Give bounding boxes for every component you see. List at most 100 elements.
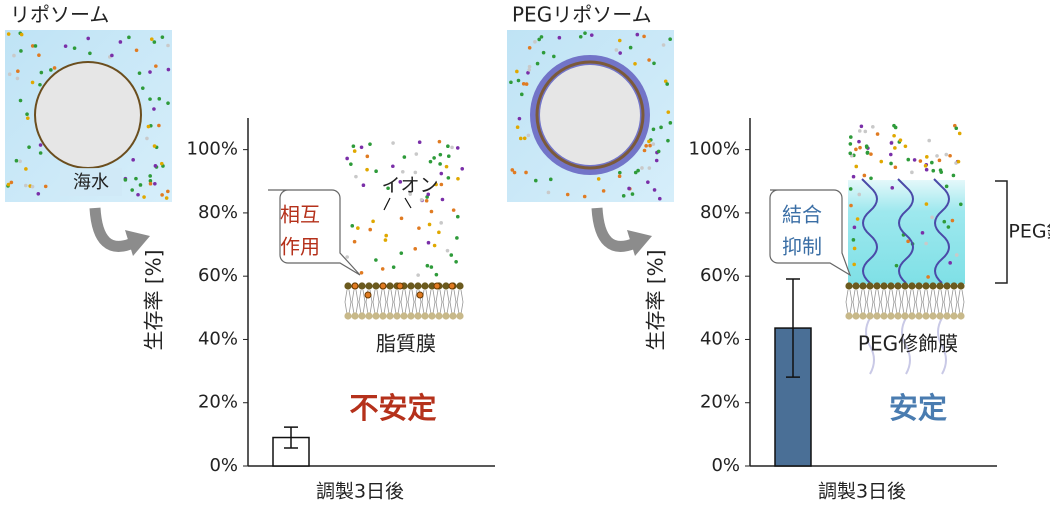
lipid-tail [845, 289, 853, 315]
lipid-head [880, 312, 888, 320]
lipid-tail [887, 289, 895, 315]
particle [954, 126, 959, 131]
particle [413, 170, 418, 175]
particle [440, 197, 445, 202]
particle [399, 251, 404, 255]
particle [509, 80, 513, 85]
particle [957, 131, 962, 136]
particle [893, 125, 898, 130]
particle [654, 158, 659, 163]
particle [617, 38, 622, 43]
particle [527, 67, 532, 72]
label-bg [60, 168, 122, 196]
bound-ion [416, 291, 424, 299]
callout-bubble [268, 189, 361, 276]
lipid-tail [435, 289, 443, 315]
verdict: 不安定 [349, 391, 436, 425]
particle [142, 195, 146, 199]
lipid-tail [866, 289, 874, 315]
lipid-tail [393, 289, 401, 315]
particle [417, 226, 421, 230]
particle [852, 246, 857, 251]
particle [145, 136, 149, 141]
particle [352, 239, 357, 244]
lipid-head [915, 282, 923, 290]
particle [956, 159, 961, 164]
particle [148, 179, 153, 183]
particle [920, 231, 925, 235]
particle [953, 123, 957, 128]
callout-bubble [769, 189, 852, 277]
verdict: 安定 [889, 391, 947, 425]
callout-text: 結合 [782, 203, 822, 227]
particle [578, 34, 583, 39]
particle [656, 149, 661, 154]
particle [131, 158, 135, 162]
callout-text: 抑制 [782, 235, 822, 259]
lipid-tail [929, 289, 937, 315]
particle [522, 136, 527, 141]
particle [345, 255, 349, 259]
particle [110, 53, 114, 58]
particle [134, 176, 138, 181]
lipid-head [442, 312, 450, 320]
particle [852, 262, 856, 267]
particle [640, 166, 644, 170]
particle [391, 265, 396, 269]
callout-text: 作用 [280, 235, 320, 259]
particle [879, 159, 884, 164]
particle [152, 107, 156, 111]
x-axis-label: 調製3日後 [818, 481, 906, 503]
lipid-head [442, 282, 450, 290]
bound-ion [433, 282, 441, 290]
particle [854, 164, 859, 169]
particle [24, 167, 28, 171]
particle [36, 192, 41, 196]
particle [384, 233, 389, 238]
particle [642, 34, 646, 39]
particle [889, 141, 894, 145]
particle [635, 32, 640, 37]
lipid-head [936, 312, 944, 320]
particle [898, 138, 903, 142]
lipid-tail [852, 289, 860, 315]
bar [774, 327, 812, 467]
lipid-head [372, 312, 380, 320]
lipid-tail [372, 289, 380, 315]
particle [636, 168, 640, 173]
lipid-head [386, 282, 394, 290]
particle [630, 192, 635, 196]
particle [892, 133, 896, 138]
particle [657, 196, 662, 201]
lipid-tail [950, 289, 958, 315]
particle [39, 70, 44, 75]
particle [924, 241, 928, 246]
particle [455, 146, 460, 150]
particle [429, 265, 434, 269]
lipid-head [365, 312, 373, 320]
peg-chain-faded [937, 317, 947, 375]
particle [157, 97, 162, 101]
particle [371, 219, 375, 224]
particle [449, 253, 454, 257]
lipid-head [344, 282, 352, 290]
particle [517, 116, 522, 121]
particle [642, 148, 647, 153]
bound-ion [448, 282, 456, 290]
particle [937, 158, 942, 163]
particle [12, 53, 16, 58]
particle [647, 58, 651, 62]
particle [923, 164, 928, 168]
particle [451, 208, 456, 212]
particle [351, 144, 356, 149]
particle [25, 116, 30, 120]
y-tick-label: 100% [187, 139, 238, 160]
lipid-head [866, 282, 874, 290]
lipid-tail [351, 289, 359, 315]
particle [386, 186, 390, 191]
particle [668, 37, 672, 42]
particle [454, 259, 458, 264]
particle [647, 139, 651, 144]
lipid-head [379, 312, 387, 320]
particle [7, 72, 12, 77]
